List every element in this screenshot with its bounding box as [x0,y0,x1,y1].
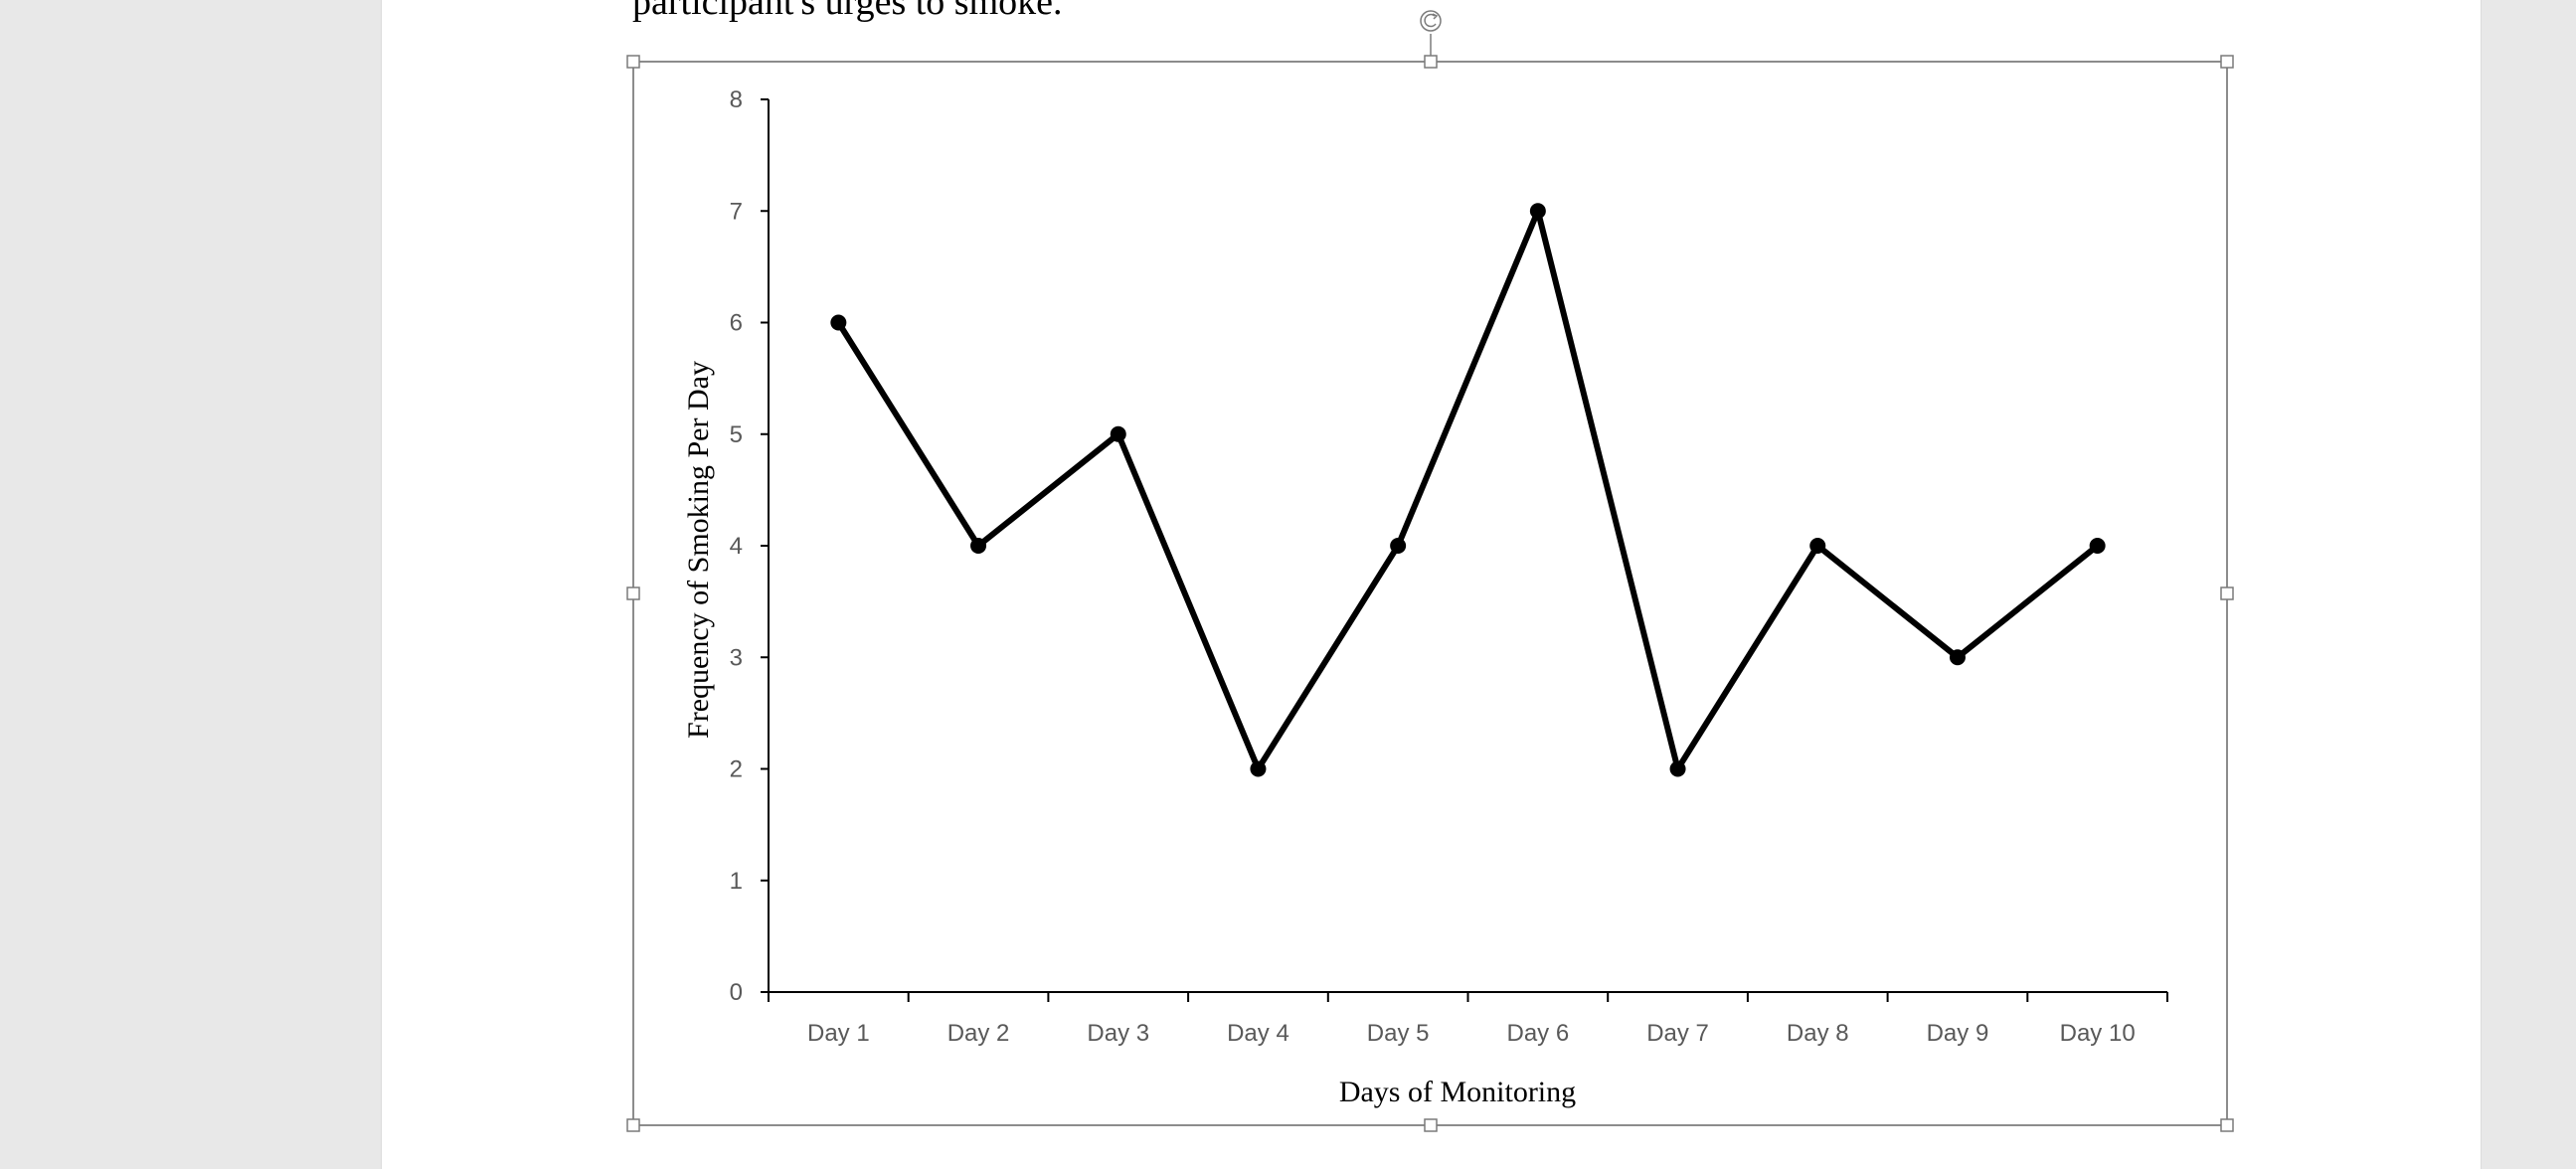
resize-handle-bottom-left[interactable] [626,1118,640,1132]
rotate-handle-icon[interactable] [1420,10,1442,32]
y-tick-label: 8 [730,86,743,113]
data-point-marker[interactable] [1250,760,1267,777]
x-tick-label: Day 4 [1227,1020,1289,1047]
x-tick-label: Day 10 [2060,1020,2136,1047]
x-tick-label: Day 7 [1646,1020,1709,1047]
data-point-marker[interactable] [1529,203,1546,220]
x-tick-label: Day 8 [1787,1020,1849,1047]
x-tick-label: Day 1 [807,1020,870,1047]
data-point-marker[interactable] [1110,425,1126,442]
y-tick-label: 4 [730,533,743,560]
resize-handle-top[interactable] [1424,55,1438,69]
data-point-marker[interactable] [2089,538,2106,554]
data-point-marker[interactable] [1809,538,1826,554]
y-axis-title: Frequency of Smoking Per Day [682,361,715,739]
x-tick-label: Day 5 [1367,1020,1430,1047]
y-tick-label: 2 [730,756,743,783]
data-point-marker[interactable] [970,538,987,554]
x-tick-label: Day 6 [1506,1020,1569,1047]
y-tick-label: 5 [730,421,743,448]
series-line[interactable] [835,208,2100,772]
resize-handle-top-right[interactable] [2220,55,2234,69]
document-text-line: participant's urges to smoke. [632,0,1063,23]
x-tick-label: Day 9 [1927,1020,1989,1047]
y-axis-ticks: 0 1 2 3 4 5 6 7 8 [730,86,769,1006]
resize-handle-right[interactable] [2220,586,2234,600]
y-tick-label: 6 [730,310,743,337]
data-point-marker[interactable] [1390,538,1407,554]
resize-handle-top-left[interactable] [626,55,640,69]
y-tick-label: 0 [730,979,743,1006]
data-point-marker[interactable] [1949,649,1966,666]
resize-handle-bottom-right[interactable] [2220,1118,2234,1132]
data-point-marker[interactable] [830,314,847,331]
y-tick-label: 1 [730,868,743,895]
y-tick-label: 3 [730,644,743,671]
chart-selection-frame[interactable] [632,61,2228,1126]
x-tick-label: Day 2 [947,1020,1010,1047]
resize-handle-left[interactable] [626,586,640,600]
x-axis-ticks: Day 1 Day 2 Day 3 Day 4 Day 5 Day 6 Day 7 Day 8… [768,992,2168,1047]
x-axis-title: Days of Monitoring [1339,1076,1576,1108]
series-line-group [830,203,2106,777]
data-point-marker[interactable] [1669,760,1686,777]
resize-handle-bottom[interactable] [1424,1118,1438,1132]
y-tick-label: 7 [730,198,743,225]
x-tick-label: Day 3 [1087,1020,1149,1047]
